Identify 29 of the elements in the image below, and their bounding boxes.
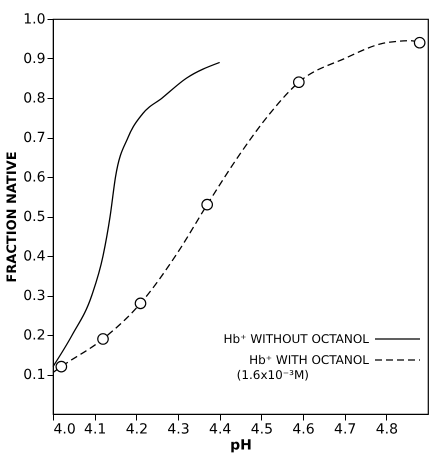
x-tick-label: 4.7: [334, 422, 356, 438]
x-tick-label: 4.6: [292, 422, 315, 438]
point: [414, 36, 426, 49]
x-tick-label: 4.8: [376, 422, 398, 438]
y-tick-label: 0.8: [23, 90, 46, 106]
y-tick-label: 0.7: [23, 130, 46, 146]
x-tick-label: 4.4: [209, 422, 232, 438]
y-tick-label: 0.4: [23, 248, 46, 264]
y-tick-label: 0.1: [23, 367, 46, 383]
y-tick-label: 0.2: [23, 328, 46, 344]
point: [292, 76, 305, 88]
x-axis-title: pH: [230, 438, 252, 454]
x-tick-label: 4.0: [54, 422, 76, 438]
point: [97, 333, 109, 345]
legend-label: Hb⁺ WITH OCTANOL (1.6x10⁻³M): [236, 353, 370, 382]
y-tick-label: 1.0: [23, 12, 46, 28]
y-axis-title: FRACTION NATIVE: [5, 151, 20, 283]
x-tick-label: 4.2: [126, 422, 148, 438]
point: [134, 298, 146, 310]
x-tick-label: 4.1: [84, 422, 106, 438]
x-tick-label: 4.5: [250, 422, 273, 438]
legend-label: Hb⁺ WITHOUT OCTANOL: [224, 332, 370, 346]
y-tick-label: 0.6: [23, 170, 46, 186]
x-tick-label: 4.3: [167, 422, 190, 438]
point: [55, 360, 68, 372]
point: [201, 198, 214, 210]
y-tick-label: 0.3: [23, 288, 46, 304]
y-tick-label: 0.9: [23, 51, 46, 67]
y-tick-label: 0.5: [23, 209, 46, 225]
